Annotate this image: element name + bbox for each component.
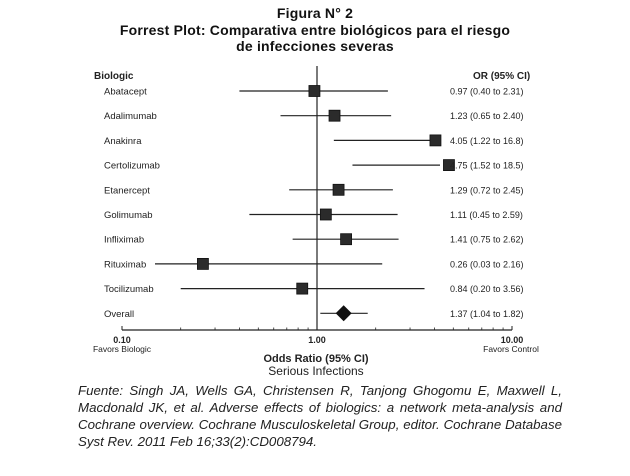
x-tick-label: 1.00: [308, 335, 326, 345]
estimate-marker: [197, 257, 209, 270]
x-axis-title: Odds Ratio (95% CI): [263, 353, 368, 365]
figure-title: Forrest Plot: Comparativa entre biológic…: [0, 22, 630, 54]
row-label: Abatacept: [104, 87, 147, 98]
row-or-ci: 0.84 (0.20 to 3.56): [450, 284, 524, 294]
favors-control-label: Favors Control: [483, 344, 539, 354]
row-or-ci: 1.41 (0.75 to 2.62): [450, 235, 524, 245]
figure-number: Figura N° 2: [276, 5, 354, 21]
figure-title-line-2: de infecciones severas: [236, 38, 394, 54]
estimate-marker: [429, 134, 442, 147]
header-biologic: Biologic: [94, 71, 134, 82]
row-label: Etanercept: [104, 185, 150, 196]
row-label: Infliximab: [104, 235, 144, 246]
row-or-ci: 1.37 (1.04 to 1.82): [450, 309, 524, 319]
x-tick-label: 0.10: [113, 335, 131, 345]
chart-subtitle: Serious Infections: [268, 364, 363, 378]
estimate-marker: [340, 233, 352, 246]
estimate-marker: [335, 305, 352, 322]
row-or-ci: 0.97 (0.40 to 2.31): [450, 87, 524, 97]
row-label: Tocilizumab: [104, 284, 154, 295]
header-or-ci: OR (95% CI): [473, 71, 530, 82]
estimate-marker: [308, 85, 321, 97]
row-label: Certolizumab: [104, 161, 160, 172]
favors-biologic-label: Favors Biologic: [93, 344, 152, 354]
row-label: Rituximab: [104, 259, 146, 270]
row-label: Golimumab: [104, 210, 153, 221]
estimate-marker: [328, 109, 341, 122]
estimate-marker: [296, 282, 309, 295]
row-or-ci: 1.29 (0.72 to 2.45): [450, 185, 524, 195]
estimate-marker: [319, 208, 332, 221]
x-tick-label: 10.00: [501, 335, 524, 345]
row-or-ci: 1.23 (0.65 to 2.40): [450, 111, 524, 121]
row-label: Overall: [104, 309, 134, 320]
source-caption: Fuente: Singh JA, Wells GA, Christensen …: [78, 383, 562, 449]
row-or-ci: 1.11 (0.45 to 2.59): [450, 210, 523, 220]
row-or-ci: 0.26 (0.03 to 2.16): [450, 259, 524, 269]
forest-plot: Biologic OR (95% CI) Abatacept 0.97 (0.40 t…: [93, 66, 539, 378]
estimate-marker: [443, 159, 455, 172]
row-or-ci: 4.75 (1.52 to 18.5): [450, 161, 524, 171]
row-label: Adalimumab: [104, 111, 157, 122]
estimate-marker: [332, 183, 345, 196]
row-or-ci: 4.05 (1.22 to 16.8): [450, 136, 524, 146]
figure-title-line-1: Forrest Plot: Comparativa entre biológic…: [119, 22, 511, 38]
row-label: Anakinra: [104, 136, 142, 147]
